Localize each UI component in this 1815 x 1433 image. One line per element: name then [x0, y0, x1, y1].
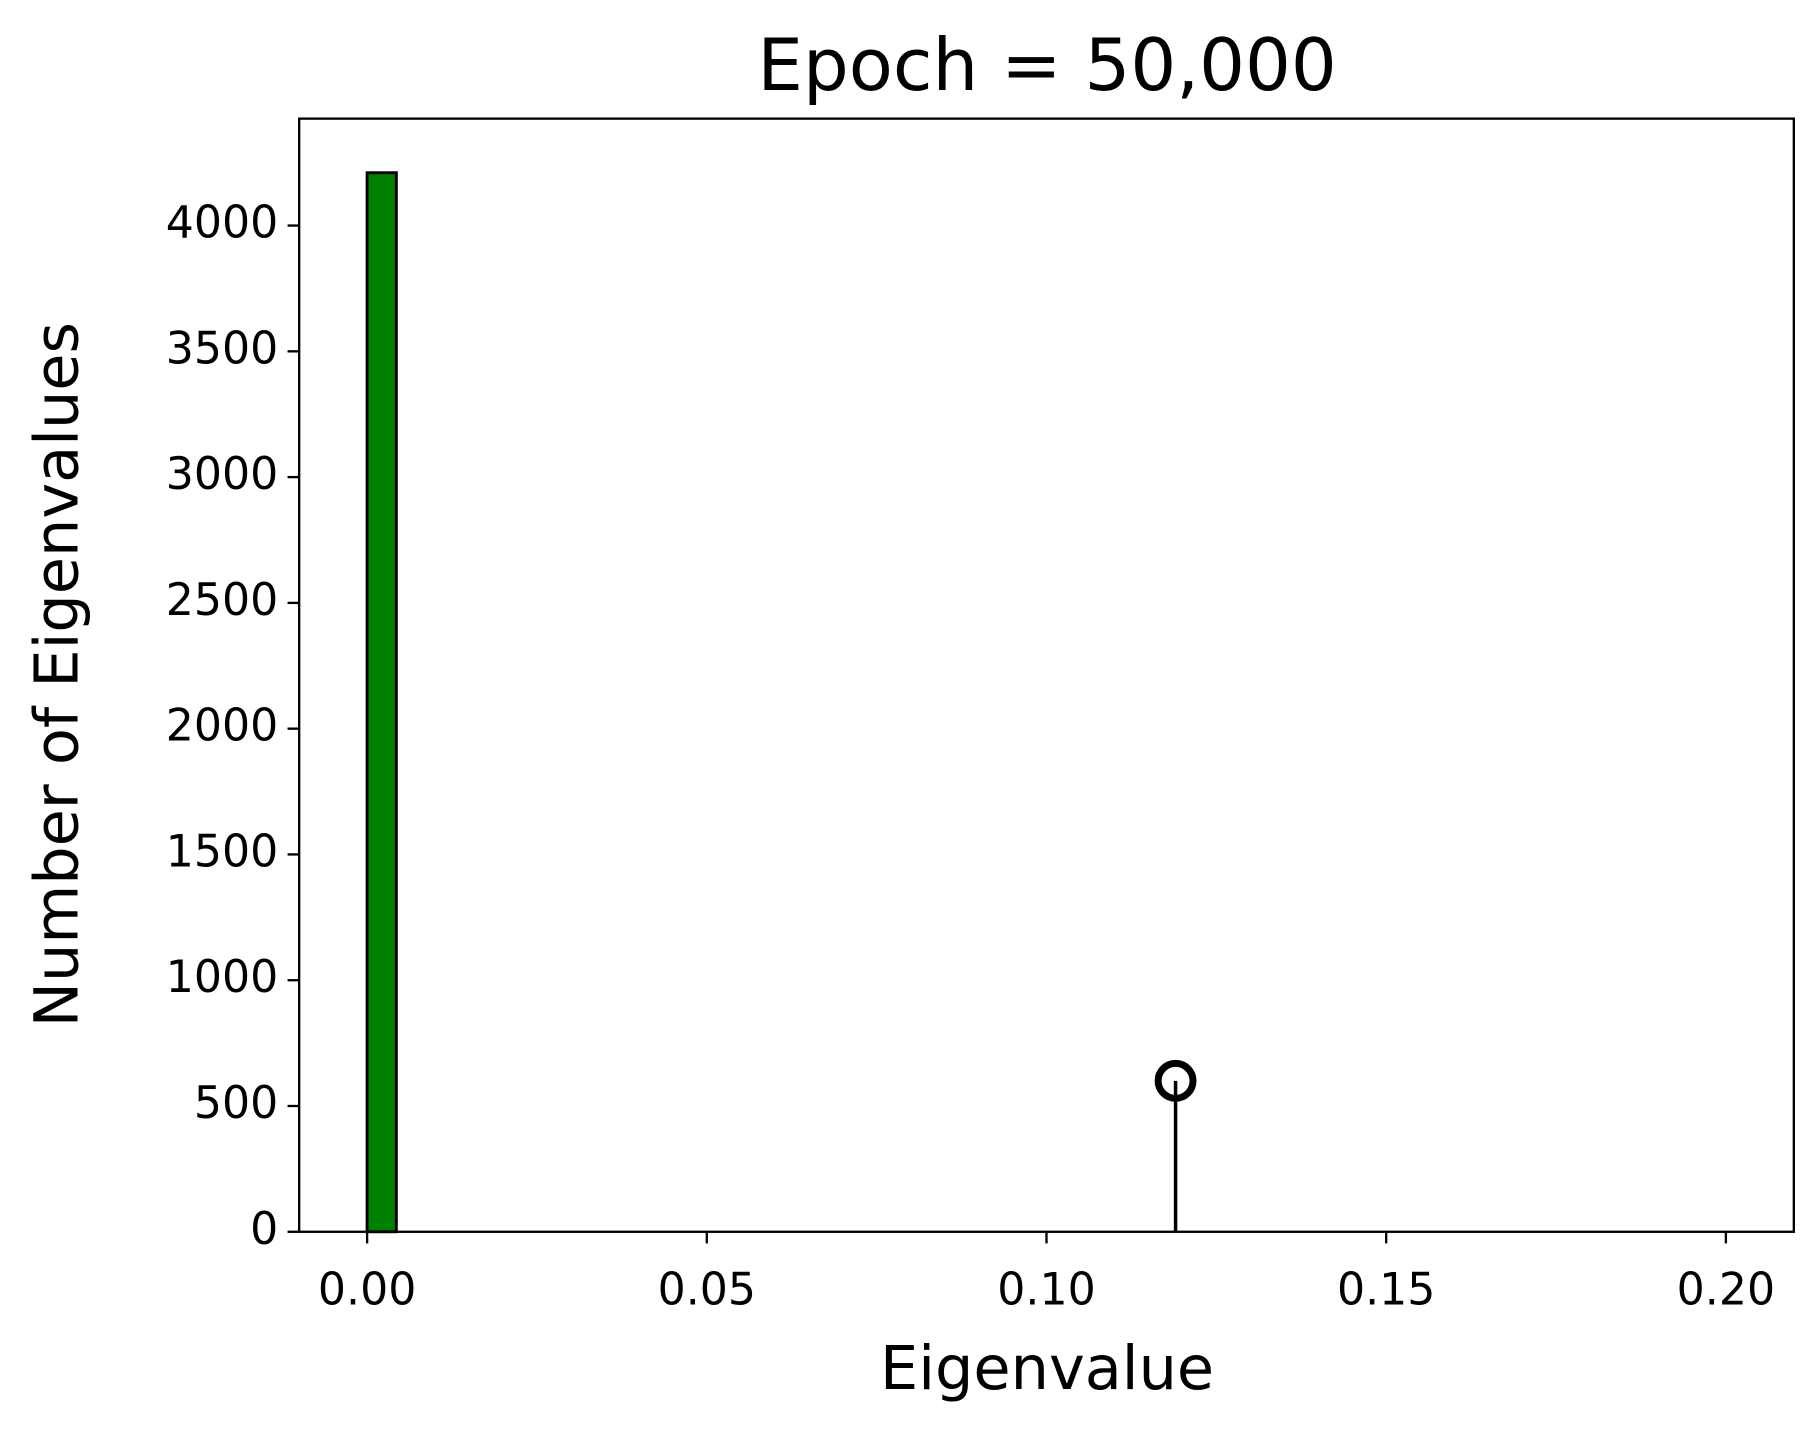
y-tick-label: 0 [250, 1204, 278, 1255]
y-tick-label: 4000 [166, 198, 278, 249]
y-tick-label: 2000 [166, 701, 278, 752]
plot-frame [298, 117, 1795, 1233]
chart-title: Epoch = 50,000 [757, 24, 1336, 108]
x-tick-label: 0.20 [1677, 1264, 1775, 1315]
y-axis-label: Number of Eigenvalues [22, 322, 92, 1027]
x-tick-label: 0.10 [997, 1264, 1095, 1315]
y-tick-label: 3500 [166, 323, 278, 374]
stem-marker [1154, 1059, 1197, 1102]
histogram-bar [365, 171, 398, 1234]
x-tick-label: 0.15 [1337, 1264, 1435, 1315]
x-tick-label: 0.05 [658, 1264, 756, 1315]
y-tick-label: 2500 [166, 575, 278, 626]
y-tick-label: 3000 [166, 449, 278, 500]
x-axis-label: Eigenvalue [880, 1334, 1214, 1404]
y-tick-label: 1500 [166, 826, 278, 877]
y-tick-label: 500 [194, 1078, 278, 1129]
y-tick-label: 1000 [166, 952, 278, 1003]
x-tick-label: 0.00 [318, 1264, 416, 1315]
